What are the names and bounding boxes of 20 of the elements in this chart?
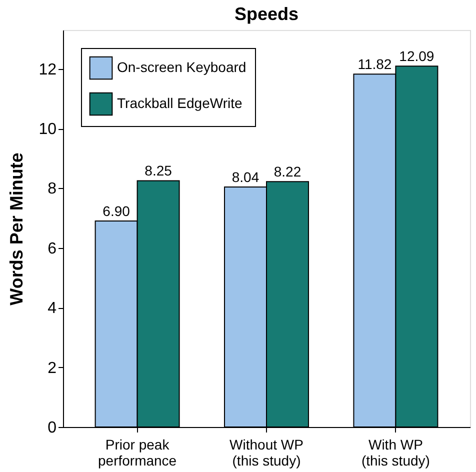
data-label: 8.22 (274, 164, 302, 180)
x-tick-label: Prior peak performance (98, 436, 177, 468)
y-tick-label: 10 (38, 121, 57, 138)
y-tick-label: 6 (48, 240, 57, 258)
data-label: 8.25 (144, 162, 172, 179)
legend-label: Trackball EdgeWrite (117, 95, 242, 111)
y-tick-label: 8 (48, 180, 57, 198)
y-axis-title: Words Per Minute (6, 152, 27, 306)
data-label: 6.90 (102, 203, 130, 220)
data-label: 12.09 (399, 48, 434, 64)
legend-label: On-screen Keyboard (117, 59, 246, 75)
chart-title: Speeds (234, 4, 299, 24)
data-label: 11.82 (358, 56, 392, 72)
y-tick-label: 0 (48, 420, 57, 436)
x-tick-label: Without WP (this study) (230, 436, 304, 468)
x-tick-label: With WP (this study) (361, 436, 430, 468)
y-tick-label: 4 (48, 300, 57, 318)
y-tick-label: 2 (48, 360, 57, 377)
data-label: 8.04 (232, 169, 260, 186)
y-tick-label: 12 (38, 61, 57, 78)
